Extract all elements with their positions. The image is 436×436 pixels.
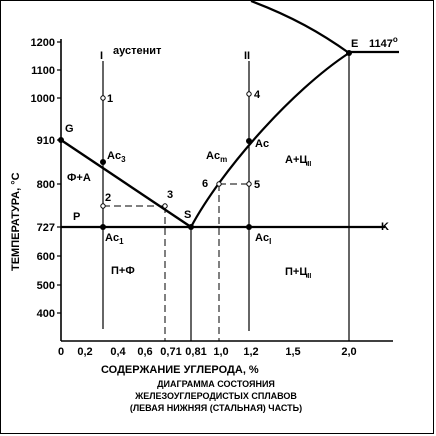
region-austenite: аустенит bbox=[113, 45, 162, 57]
x-tick-label: 1,2 bbox=[243, 346, 258, 358]
label-alloy-I: I bbox=[100, 50, 103, 62]
point-3-marker bbox=[162, 203, 168, 209]
x-tick-label: 0 bbox=[58, 346, 64, 358]
x-tick-label: 2,0 bbox=[341, 346, 356, 358]
point-E-marker bbox=[346, 50, 352, 56]
point-4-marker bbox=[246, 91, 252, 97]
label-point-5: 5 bbox=[254, 179, 260, 191]
point-2-marker bbox=[100, 203, 106, 209]
label-Ac3: Ac3 bbox=[107, 150, 126, 164]
label-Ac1-right: AcI bbox=[255, 232, 271, 246]
line-GS bbox=[60, 139, 192, 228]
y-tick-label: 910 bbox=[37, 135, 55, 147]
label-E: E bbox=[351, 38, 358, 50]
caption-line-3: (ЛЕВАЯ НИЖНЯЯ (СТАЛЬНАЯ) ЧАСТЬ) bbox=[130, 403, 302, 413]
construction-dashes bbox=[103, 183, 249, 341]
point-1-marker bbox=[100, 95, 106, 101]
x-tick-label: 1,0 bbox=[213, 346, 228, 358]
y-tick-label: 1000 bbox=[31, 93, 55, 105]
x-axis-title: СОДЕРЖАНИЕ УГЛЕРОДА, % bbox=[101, 364, 259, 376]
x-tick-label: 0,81 bbox=[185, 346, 206, 358]
point-Ac-marker bbox=[246, 138, 252, 144]
line-SE bbox=[190, 52, 350, 228]
point-Ac3-marker bbox=[100, 159, 106, 165]
y-tick-label: 600 bbox=[37, 251, 55, 263]
region-pearlite-ferrite: П+Ф bbox=[111, 265, 135, 277]
label-Acm: Acm bbox=[206, 150, 227, 164]
y-tick-label: 800 bbox=[37, 179, 55, 191]
label-Ac1-left: Ac1 bbox=[105, 232, 124, 246]
caption-line-2: ЖЕЛЕЗОУГЛЕРОДИСТЫХ СПЛАВОВ bbox=[134, 391, 297, 401]
point-G-marker bbox=[58, 137, 64, 143]
y-tick-label: 727 bbox=[37, 222, 55, 234]
label-point-2: 2 bbox=[105, 192, 111, 204]
point-Ac1-right-marker bbox=[246, 224, 252, 230]
x-tick-label: 0,6 bbox=[137, 346, 152, 358]
point-6-marker bbox=[216, 181, 222, 187]
region-austenite-cementite: А+ЦII bbox=[285, 154, 311, 168]
label-S: S bbox=[184, 209, 191, 221]
region-pearlite-cementite: П+ЦII bbox=[285, 266, 311, 280]
label-alloy-II: II bbox=[244, 50, 250, 62]
point-5-marker bbox=[246, 181, 252, 187]
label-K: K bbox=[381, 221, 389, 233]
liquidus-curve bbox=[250, 1, 350, 54]
label-point-3: 3 bbox=[167, 189, 173, 201]
label-point-6: 6 bbox=[202, 178, 208, 190]
point-S-marker bbox=[188, 224, 194, 230]
region-ferrite-austenite: Ф+А bbox=[67, 172, 91, 184]
y-tick-label: 500 bbox=[37, 280, 55, 292]
label-P: P bbox=[73, 211, 80, 223]
label-G: G bbox=[65, 123, 74, 135]
point-Ac1-left-marker bbox=[100, 224, 106, 230]
label-E-temp: 1147o bbox=[369, 35, 398, 50]
y-tick-label: 1100 bbox=[31, 65, 55, 77]
x-tick-label: 0,2 bbox=[77, 346, 92, 358]
label-point-1: 1 bbox=[107, 93, 113, 105]
label-Ac: Ac bbox=[255, 138, 269, 150]
caption-line-1: ДИАГРАММА СОСТОЯНИЯ bbox=[157, 379, 275, 389]
y-tick-label: 400 bbox=[37, 308, 55, 320]
y-axis-title: ТЕМПЕРАТУРА, °C bbox=[10, 172, 22, 271]
label-point-4: 4 bbox=[254, 89, 261, 101]
y-tick-label: 1200 bbox=[31, 37, 55, 49]
x-tick-label: 1,5 bbox=[285, 346, 300, 358]
x-tick-label: 0,4 bbox=[110, 346, 126, 358]
x-tick-label: 0,71 bbox=[160, 346, 181, 358]
